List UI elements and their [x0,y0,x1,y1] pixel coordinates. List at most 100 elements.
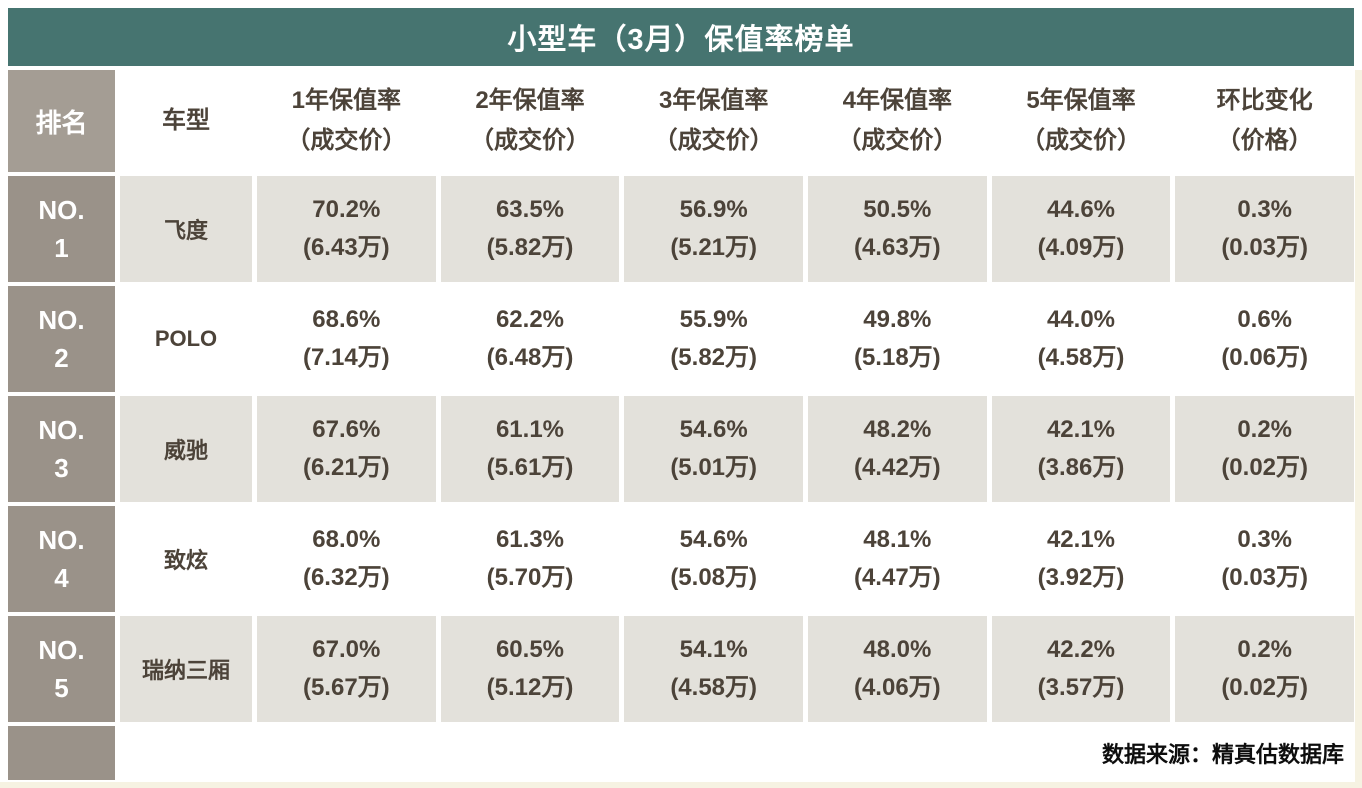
value-cell: 42.1% (3.92万) [991,506,1171,612]
header-year3: 3年保值率 （成交价） [624,70,803,172]
model-cell: 威驰 [120,396,252,502]
deal-price: (4.63万) [853,234,941,261]
deal-price: (7.14万) [302,344,390,371]
retention-pct: 67.0% [312,636,381,663]
value-cell: 0.6% (0.06万) [1175,286,1354,392]
deal-price: (0.03万) [1221,234,1309,261]
value-cell: 62.2% (6.48万) [440,286,620,392]
header-year2: 2年保值率 （成交价） [440,70,620,172]
data-source-note: 数据来源：精真估数据库 [1101,742,1344,767]
value-cell: 54.1% (4.58万) [624,616,803,722]
retention-pct: 0.6% [1237,306,1293,333]
value-cell: 67.0% (5.67万) [257,616,436,722]
deal-price: (4.09万) [1037,234,1125,261]
model-cell: 飞度 [120,176,252,282]
retention-pct: 42.1% [1046,416,1116,443]
retention-pct: 42.1% [1046,526,1116,553]
value-cell: 54.6% (5.08万) [624,506,803,612]
deal-price: (5.08万) [670,564,758,591]
value-cell: 68.6% (7.14万) [257,286,436,392]
header-mom-change: 环比变化 （价格） [1175,70,1354,172]
deal-price: (5.70万) [486,564,574,591]
footer-spacer-cell [120,726,803,780]
retention-pct: 0.3% [1237,526,1293,553]
value-cell: 56.9% (5.21万) [624,176,803,282]
deal-price: (6.48万) [486,344,574,371]
deal-price: (3.92万) [1037,564,1125,591]
value-cell: 44.6% (4.09万) [991,176,1171,282]
header-rank-label: 排名 [35,107,88,138]
retention-pct: 61.3% [495,526,565,553]
header-model: 车型 [120,70,252,172]
value-cell: 48.1% (4.47万) [808,506,987,612]
value-cell: 50.5% (4.63万) [808,176,987,282]
header-model-label: 车型 [162,107,210,134]
right-edge-border [1355,70,1362,788]
retention-pct: 56.9% [679,196,748,223]
deal-price: (0.03万) [1221,564,1309,591]
value-cell: 61.1% (5.61万) [440,396,620,502]
value-cell: 48.0% (4.06万) [808,616,987,722]
deal-price: (0.02万) [1221,674,1309,701]
deal-price: (5.01万) [670,454,758,481]
retention-pct: 50.5% [863,196,932,223]
value-cell: 68.0% (6.32万) [257,506,436,612]
deal-price: (0.06万) [1221,344,1309,371]
retention-pct: 0.2% [1237,416,1293,443]
retention-pct: 0.3% [1237,196,1293,223]
retention-pct: 67.6% [312,416,381,443]
value-cell: 63.5% (5.82万) [440,176,620,282]
deal-price: (5.67万) [302,674,390,701]
header-year5: 5年保值率 （成交价） [991,70,1171,172]
value-cell: 49.8% (5.18万) [808,286,987,392]
retention-pct: 54.6% [679,526,748,553]
value-cell: 0.3% (0.03万) [1175,506,1354,612]
deal-price: (6.43万) [302,234,390,261]
value-cell: 54.6% (5.01万) [624,396,803,502]
retention-pct: 48.1% [863,526,932,553]
deal-price: (6.32万) [302,564,390,591]
deal-price: (4.06万) [853,674,941,701]
model-cell: POLO [120,286,252,392]
value-cell: 48.2% (4.42万) [808,396,987,502]
retention-pct: 70.2% [312,196,381,223]
retention-pct: 61.1% [495,416,565,443]
deal-price: (5.61万) [486,454,574,481]
header-year4: 4年保值率 （成交价） [808,70,987,172]
retention-pct: 48.2% [863,416,932,443]
value-cell: 70.2% (6.43万) [257,176,436,282]
retention-pct: 54.1% [679,636,748,663]
retention-pct: 0.2% [1237,636,1293,663]
value-cell: 44.0% (4.58万) [991,286,1171,392]
deal-price: (5.82万) [486,234,574,261]
value-cell: 67.6% (6.21万) [257,396,436,502]
header-rank: 排名 [8,70,115,172]
rank-cell-2: NO. 2 [8,286,115,392]
deal-price: (5.82万) [670,344,758,371]
value-cell: 61.3% (5.70万) [440,506,620,612]
data-source-cell: 数据来源：精真估数据库 [808,726,1354,780]
rank-cell-5: NO. 5 [8,616,115,722]
footer-rank-cell [8,726,115,780]
value-cell: 42.2% (3.57万) [991,616,1171,722]
rank-cell-1: NO. 1 [8,176,115,282]
deal-price: (5.12万) [486,674,574,701]
table-title-bar: 小型车（3月）保值率榜单 [8,8,1354,66]
retention-pct: 60.5% [495,636,565,663]
retention-pct: 68.0% [312,526,381,553]
retention-pct: 62.2% [495,306,565,333]
header-year1: 1年保值率 （成交价） [257,70,436,172]
deal-price: (0.02万) [1221,454,1309,481]
retention-pct: 44.0% [1046,306,1116,333]
retention-pct: 49.8% [863,306,932,333]
retention-pct: 42.2% [1046,636,1116,663]
retention-pct: 63.5% [495,196,565,223]
deal-price: (4.47万) [853,564,941,591]
value-cell: 0.2% (0.02万) [1175,396,1354,502]
retention-pct: 68.6% [312,306,381,333]
retention-table: 排名 车型 1年保值率 （成交价） 2年保值率 （成交价） 3年保值率 （成交价… [8,70,1354,780]
deal-price: (5.18万) [853,344,941,371]
deal-price: (5.21万) [670,234,758,261]
retention-pct: 44.6% [1046,196,1116,223]
